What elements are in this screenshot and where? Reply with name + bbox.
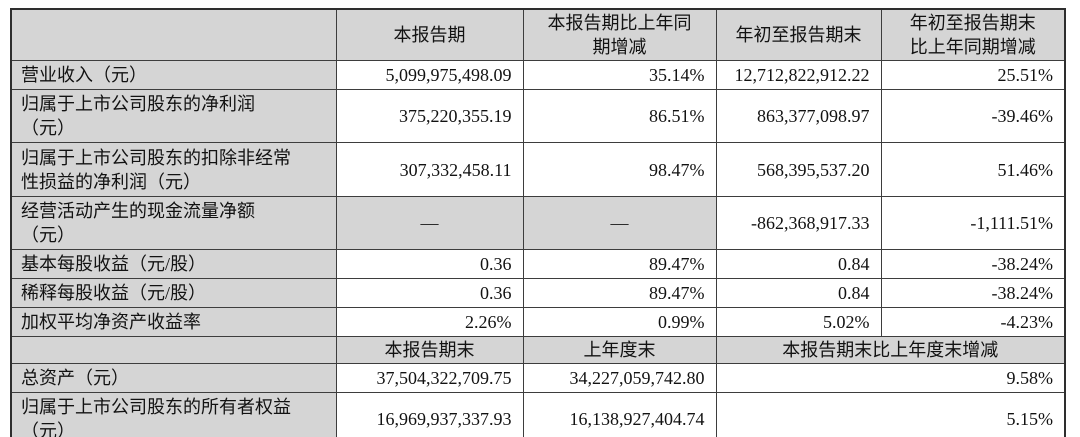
header-row-period-end: 本报告期末 上年度末 本报告期末比上年度末增减 bbox=[10, 336, 1066, 364]
cell-current-vs-prior: 35.14% bbox=[522, 60, 717, 90]
row-label-equity-attributable: 归属于上市公司股东的所有者权益 （元） bbox=[10, 392, 337, 437]
header-ytd: 年初至报告期末 bbox=[715, 8, 882, 61]
cell-ytd: 12,712,822,912.22 bbox=[715, 60, 882, 90]
row-label-net-profit: 归属于上市公司股东的净利润 （元） bbox=[10, 89, 337, 143]
cell-current-vs-prior: 86.51% bbox=[522, 89, 717, 143]
cell-ytd-vs-prior: 51.46% bbox=[880, 142, 1066, 197]
header-row-period: 本报告期 本报告期比上年同 期增减 年初至报告期末 年初至报告期末 比上年同期增… bbox=[10, 8, 1066, 61]
cell-current-period: 375,220,355.19 bbox=[335, 89, 524, 143]
cell-prior-year-end: 16,138,927,404.74 bbox=[522, 392, 717, 437]
cell-ytd-vs-prior: -38.24% bbox=[880, 249, 1066, 279]
cell-change-vs-prior-year-end: 5.15% bbox=[715, 392, 1066, 437]
cell-current-period-na: — bbox=[335, 196, 524, 250]
header-current-vs-prior-year: 本报告期比上年同 期增减 bbox=[522, 8, 717, 61]
cell-current-period: 0.36 bbox=[335, 249, 524, 279]
cell-prior-year-end: 34,227,059,742.80 bbox=[522, 363, 717, 393]
row-basic-eps: 基本每股收益（元/股） 0.36 89.47% 0.84 -38.24% bbox=[10, 249, 1066, 279]
header-ytd-vs-prior-year: 年初至报告期末 比上年同期增减 bbox=[880, 8, 1066, 61]
row-operating-revenue: 营业收入（元） 5,099,975,498.09 35.14% 12,712,8… bbox=[10, 60, 1066, 90]
row-label-total-assets: 总资产（元） bbox=[10, 363, 337, 393]
cell-current-period: 307,332,458.11 bbox=[335, 142, 524, 197]
cell-ytd: -862,368,917.33 bbox=[715, 196, 882, 250]
header-prior-year-end: 上年度末 bbox=[522, 336, 717, 364]
cell-period-end: 37,504,322,709.75 bbox=[335, 363, 524, 393]
row-label-diluted-eps: 稀释每股收益（元/股） bbox=[10, 278, 337, 308]
row-net-profit-excl-nonrecurring: 归属于上市公司股东的扣除非经常 性损益的净利润（元） 307,332,458.1… bbox=[10, 142, 1066, 197]
header-corner-cell bbox=[10, 8, 337, 61]
cell-current-vs-prior: 98.47% bbox=[522, 142, 717, 197]
cell-ytd-vs-prior: 25.51% bbox=[880, 60, 1066, 90]
cell-ytd-vs-prior: -38.24% bbox=[880, 278, 1066, 308]
row-label-basic-eps: 基本每股收益（元/股） bbox=[10, 249, 337, 279]
cell-current-vs-prior: 89.47% bbox=[522, 249, 717, 279]
cell-ytd: 568,395,537.20 bbox=[715, 142, 882, 197]
cell-ytd: 0.84 bbox=[715, 278, 882, 308]
row-label-operating-cash-flow: 经营活动产生的现金流量净额 （元） bbox=[10, 196, 337, 250]
cell-current-vs-prior-na: — bbox=[522, 196, 717, 250]
cell-ytd: 5.02% bbox=[715, 307, 882, 337]
cell-current-period: 5,099,975,498.09 bbox=[335, 60, 524, 90]
header2-corner-cell bbox=[10, 336, 337, 364]
cell-ytd: 0.84 bbox=[715, 249, 882, 279]
row-label-operating-revenue: 营业收入（元） bbox=[10, 60, 337, 90]
header-period-end: 本报告期末 bbox=[335, 336, 524, 364]
row-label-net-profit-excl-nonrecurring: 归属于上市公司股东的扣除非经常 性损益的净利润（元） bbox=[10, 142, 337, 197]
cell-ytd-vs-prior: -39.46% bbox=[880, 89, 1066, 143]
row-label-weighted-avg-roe: 加权平均净资产收益率 bbox=[10, 307, 337, 337]
row-equity-attributable: 归属于上市公司股东的所有者权益 （元） 16,969,937,337.93 16… bbox=[10, 392, 1066, 437]
row-operating-cash-flow: 经营活动产生的现金流量净额 （元） — — -862,368,917.33 -1… bbox=[10, 196, 1066, 250]
cell-period-end: 16,969,937,337.93 bbox=[335, 392, 524, 437]
header-period-end-vs-prior-year-end: 本报告期末比上年度末增减 bbox=[715, 336, 1066, 364]
header-current-period: 本报告期 bbox=[335, 8, 524, 61]
cell-ytd-vs-prior: -1,111.51% bbox=[880, 196, 1066, 250]
cell-current-vs-prior: 0.99% bbox=[522, 307, 717, 337]
row-net-profit-attributable: 归属于上市公司股东的净利润 （元） 375,220,355.19 86.51% … bbox=[10, 89, 1066, 143]
row-diluted-eps: 稀释每股收益（元/股） 0.36 89.47% 0.84 -38.24% bbox=[10, 278, 1066, 308]
financial-summary-table: 本报告期 本报告期比上年同 期增减 年初至报告期末 年初至报告期末 比上年同期增… bbox=[10, 8, 1066, 437]
cell-ytd: 863,377,098.97 bbox=[715, 89, 882, 143]
cell-change-vs-prior-year-end: 9.58% bbox=[715, 363, 1066, 393]
row-weighted-avg-roe: 加权平均净资产收益率 2.26% 0.99% 5.02% -4.23% bbox=[10, 307, 1066, 337]
cell-current-period: 0.36 bbox=[335, 278, 524, 308]
cell-current-vs-prior: 89.47% bbox=[522, 278, 717, 308]
row-total-assets: 总资产（元） 37,504,322,709.75 34,227,059,742.… bbox=[10, 363, 1066, 393]
cell-current-period: 2.26% bbox=[335, 307, 524, 337]
cell-ytd-vs-prior: -4.23% bbox=[880, 307, 1066, 337]
